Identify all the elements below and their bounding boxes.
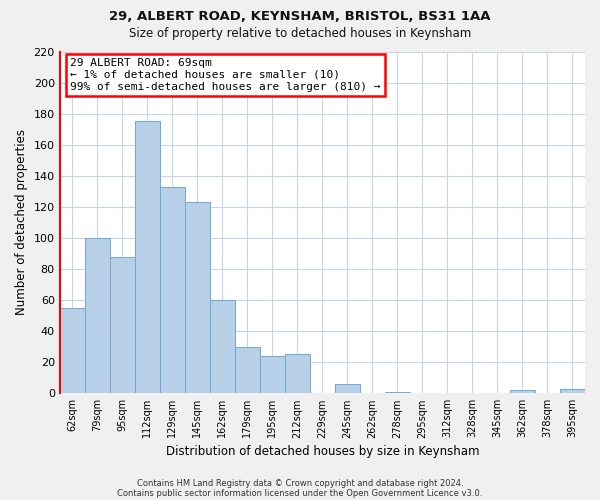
Text: 29 ALBERT ROAD: 69sqm
← 1% of detached houses are smaller (10)
99% of semi-detac: 29 ALBERT ROAD: 69sqm ← 1% of detached h… (70, 58, 380, 92)
X-axis label: Distribution of detached houses by size in Keynsham: Distribution of detached houses by size … (166, 444, 479, 458)
Bar (110, 256, 135, 394)
Bar (510, 390, 535, 394)
Bar (59, 308, 85, 394)
Bar (260, 356, 285, 394)
Text: 29, ALBERT ROAD, KEYNSHAM, BRISTOL, BS31 1AA: 29, ALBERT ROAD, KEYNSHAM, BRISTOL, BS31… (109, 10, 491, 23)
Bar (235, 346, 260, 394)
Bar (85, 238, 110, 394)
Y-axis label: Number of detached properties: Number of detached properties (15, 130, 28, 316)
Text: Contains public sector information licensed under the Open Government Licence v3: Contains public sector information licen… (118, 488, 482, 498)
Bar (385, 392, 410, 394)
Text: Size of property relative to detached houses in Keynsham: Size of property relative to detached ho… (129, 28, 471, 40)
Bar (160, 186, 185, 394)
Bar (210, 300, 235, 394)
Bar (135, 122, 160, 394)
Bar (560, 388, 585, 394)
Text: Contains HM Land Registry data © Crown copyright and database right 2024.: Contains HM Land Registry data © Crown c… (137, 478, 463, 488)
Bar (335, 384, 360, 394)
Bar (185, 202, 210, 394)
Bar (285, 354, 310, 394)
